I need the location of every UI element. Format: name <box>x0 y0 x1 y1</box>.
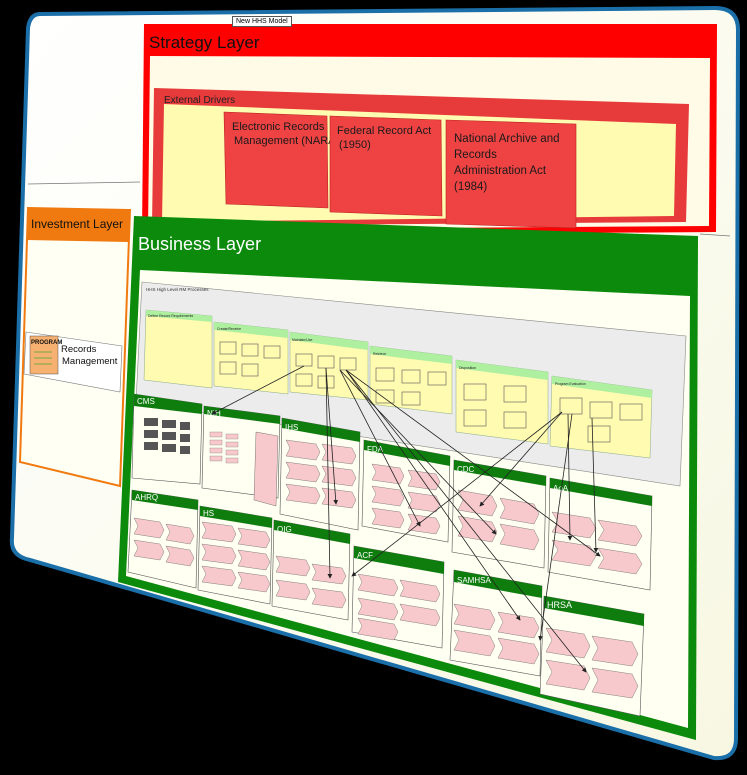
agency-cms-title: CMS <box>137 397 155 406</box>
phase-label-4: Retrieve <box>373 352 386 356</box>
agency-acf[interactable]: ACF <box>351 545 445 649</box>
agency-hs-title: HS <box>203 509 214 518</box>
program-label-line-2: Management <box>62 356 118 367</box>
driver-fra-line-2: (1950) <box>339 139 371 151</box>
agency-aoa-title: AoA <box>553 484 569 493</box>
agency-fda[interactable]: FDA <box>361 439 451 543</box>
agency-cdc-title: CDC <box>457 465 475 474</box>
phase-maintain-use[interactable]: Maintain/Use <box>289 331 369 401</box>
agency-hrsa[interactable]: HRSA <box>539 595 645 717</box>
layer-divider-right <box>699 233 731 237</box>
rm-processes-title: HHS High Level RM Processes <box>146 287 209 292</box>
agency-aoa[interactable]: AoA <box>547 477 653 591</box>
agency-hs[interactable]: HS <box>197 505 273 605</box>
agency-oig[interactable]: OIG <box>271 519 351 621</box>
agency-fda-title: FDA <box>367 445 384 454</box>
agency-samhsa[interactable]: SAMHSA <box>449 569 543 677</box>
driver-nara-line-2: Management (NARA) <box>234 135 339 147</box>
svg-text:Electronic Records M: Electronic Records Management (NARA) <box>232 121 339 147</box>
phase-label-6: Program Evaluation <box>555 382 586 386</box>
phase-program-evaluation[interactable]: Program Evaluation <box>549 375 653 459</box>
agency-cdc[interactable]: CDC <box>451 459 547 569</box>
program-badge-text: PROGRAM <box>31 340 62 346</box>
phase-disposition[interactable]: Disposition <box>455 359 549 445</box>
external-drivers[interactable]: External Drivers Electronic Records Mana… <box>152 88 689 229</box>
agency-ahrq-title: AHRQ <box>135 493 158 502</box>
driver-nara[interactable]: Electronic Records Management (NARA) <box>223 111 339 209</box>
external-drivers-title: External Drivers <box>164 95 235 106</box>
driver-nara-act-line-2: Records <box>454 149 497 161</box>
process-connectors <box>211 365 601 673</box>
phase-define-requirements[interactable]: Define Record Requirements <box>143 309 213 389</box>
driver-nara-act-line-4: (1984) <box>454 181 487 193</box>
agency-cms[interactable]: CMS <box>131 393 203 485</box>
investment-layer[interactable]: Investment Layer PROGRAM Records Managem… <box>18 206 132 488</box>
phase-label-2: Create/Receive <box>217 327 241 331</box>
business-layer-title: Business Layer <box>138 234 261 254</box>
investment-layer-title: Investment Layer <box>31 217 123 231</box>
strategy-layer-title: Strategy Layer <box>149 33 260 52</box>
agency-ahrq[interactable]: AHRQ <box>127 489 199 589</box>
agency-samhsa-title: SAMHSA <box>457 576 491 585</box>
program-records-management[interactable]: PROGRAM Records Management <box>23 331 123 393</box>
driver-federal-record-act[interactable]: Federal Record Act (1950) <box>329 115 443 217</box>
agency-nih[interactable]: NIH <box>201 405 281 507</box>
phase-retrieve[interactable]: Retrieve <box>369 345 453 415</box>
layer-divider <box>27 181 141 185</box>
driver-nara-act-line-1: National Archive and <box>454 133 559 145</box>
agency-ihs-title: IHS <box>285 423 298 432</box>
driver-nara-act-line-3: Administration Act <box>454 165 547 177</box>
model-tooltip: New HHS Model <box>232 16 292 27</box>
phase-create-receive[interactable]: Create/Receive <box>213 321 289 395</box>
driver-nara-line-1: Electronic Records <box>232 121 325 133</box>
svg-text:National Archive and: National Archive and Records Administrat… <box>454 133 563 193</box>
rm-processes[interactable]: HHS High Level RM Processes Define Recor… <box>135 281 687 487</box>
svg-text:Records Management: Records Management <box>61 344 118 367</box>
agency-hrsa-title: HRSA <box>547 600 572 610</box>
driver-nara-act-1984[interactable]: National Archive and Records Administrat… <box>445 119 577 229</box>
svg-text:Federal Record Act (: Federal Record Act (1950) <box>337 125 434 151</box>
agency-ihs[interactable]: IHS <box>279 417 361 531</box>
strategy-layer[interactable]: Strategy Layer External Drivers Electron… <box>142 24 717 236</box>
business-layer[interactable]: Business Layer HHS High Level RM Process… <box>118 216 698 740</box>
agency-acf-title: ACF <box>357 551 373 560</box>
phase-label-5: Disposition <box>459 366 476 370</box>
phase-label-3: Maintain/Use <box>292 338 312 342</box>
phase-label-1: Define Record Requirements <box>148 314 193 318</box>
driver-fra-line-1: Federal Record Act <box>337 125 431 137</box>
agency-oig-title: OIG <box>277 525 292 534</box>
program-label-line-1: Records <box>61 344 97 355</box>
